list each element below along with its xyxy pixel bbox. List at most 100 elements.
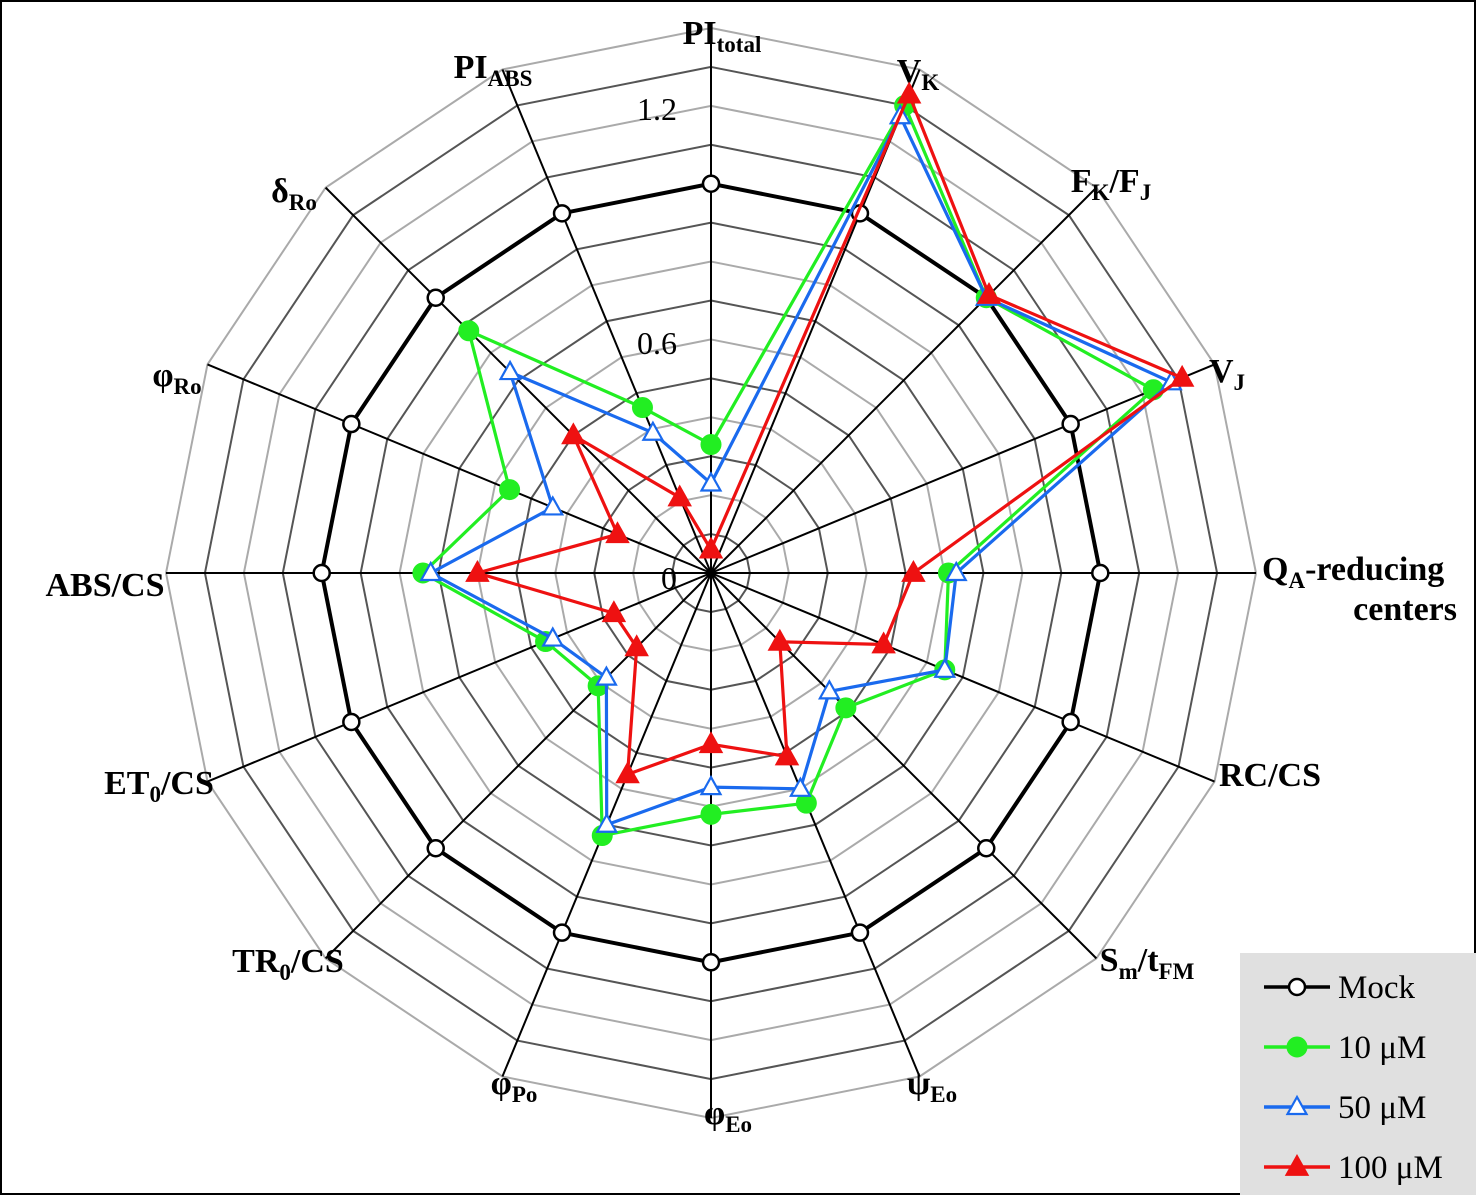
axis-spoke [710, 363, 1215, 574]
data-point [701, 953, 721, 972]
data-point [789, 776, 812, 797]
axis-label-subscript: Ro [289, 190, 317, 215]
data-point [541, 626, 565, 647]
data-point [552, 204, 572, 223]
axis-label: PIABS [454, 49, 533, 91]
series-Mock [312, 174, 1110, 972]
axis-label-subscript: 0 [149, 782, 161, 807]
axis-label-subscript: FM [1159, 959, 1195, 984]
data-point [1169, 364, 1195, 387]
axis-label-text: Q [1262, 551, 1288, 588]
data-point [1061, 414, 1080, 434]
axis-label-text: S [1100, 942, 1119, 979]
data-point [871, 631, 896, 654]
data-point [1286, 1036, 1308, 1058]
data-point [699, 774, 723, 796]
data-point [901, 559, 926, 582]
axis-spoke [207, 572, 712, 783]
axis-label-text: ET [104, 765, 150, 802]
data-point [1091, 563, 1110, 583]
axis-spoke [710, 572, 921, 1077]
axis-label-text: /F [1108, 163, 1139, 200]
data-point [817, 679, 841, 700]
data-point [641, 420, 665, 441]
axis-label: ABS/CS [45, 567, 164, 604]
axis-label: VK [897, 53, 940, 95]
data-point [774, 743, 800, 766]
legend-box [1240, 953, 1476, 1195]
data-point [976, 281, 1002, 304]
data-point [701, 174, 721, 193]
axis-label: FK/FJ [1071, 163, 1151, 205]
axis-label: φEo [704, 1095, 752, 1137]
axis-label: VJ [1209, 353, 1245, 395]
axis-label-text: TR [232, 943, 280, 980]
axis-label: Sm/tFM [1100, 942, 1195, 984]
axis-label-subscript: Po [512, 1082, 538, 1107]
series-50-uM [419, 103, 1183, 833]
axis-label: δRo [271, 173, 317, 215]
data-point [465, 559, 490, 582]
data-point [426, 839, 445, 858]
tick-label: 0.6 [637, 325, 677, 361]
axis-spoke [710, 572, 1215, 783]
legend-label: 10 μM [1338, 1030, 1426, 1066]
axis-label-text: /t [1137, 942, 1159, 979]
axis-label-text: φ [152, 357, 173, 394]
data-point [561, 422, 586, 445]
data-point [977, 839, 996, 858]
axis-label-subscript: 0 [279, 960, 291, 985]
axis-label-text: -reducing [1305, 551, 1444, 588]
axis-spoke [324, 186, 712, 574]
axis-spoke [710, 186, 1098, 574]
series-10-uM [412, 94, 1164, 847]
legend-label: 50 μM [1338, 1090, 1426, 1126]
tick-label: 0 [661, 560, 677, 596]
data-point [933, 657, 957, 678]
axis-label-text: PI [683, 15, 717, 52]
axis-label-subscript: Eo [930, 1082, 957, 1107]
legend-label: Mock [1338, 970, 1415, 1006]
axis-label-text: ψ [907, 1065, 931, 1102]
data-point [1061, 712, 1080, 732]
data-point [342, 414, 361, 434]
axis-label-subscript: A [1288, 568, 1305, 593]
axis-label-subscript: total [717, 32, 762, 57]
data-point [624, 634, 649, 657]
data-point [896, 81, 922, 104]
axis-label-subscript: J [1140, 180, 1152, 205]
data-point [1284, 1153, 1310, 1176]
axis-label-text: φ [704, 1095, 725, 1132]
axis-label-text: F [1071, 163, 1092, 200]
axis-label: QA-reducing [1262, 551, 1444, 593]
data-point [850, 923, 870, 942]
axis-label-subscript: K [921, 70, 939, 95]
axis-spoke [324, 572, 712, 960]
axis-label-text: PI [454, 49, 488, 86]
data-point [458, 320, 480, 342]
data-point [615, 761, 640, 784]
data-point [342, 712, 361, 732]
data-point [631, 397, 653, 419]
axis-label: RC/CS [1219, 757, 1321, 794]
series-line [420, 101, 1157, 838]
data-point [426, 288, 445, 307]
axis-label-text: δ [271, 173, 289, 210]
data-point [1287, 977, 1307, 997]
data-point [541, 495, 565, 516]
axis-label: ET0/CS [104, 765, 214, 807]
data-point [499, 479, 521, 501]
axis-spoke [710, 572, 1098, 960]
axis-label-subscript: m [1119, 959, 1138, 984]
data-point [595, 665, 618, 686]
axis-label-subscript: J [1234, 370, 1246, 395]
axis-label: φRo [152, 357, 201, 399]
data-point [700, 803, 722, 825]
data-point [835, 697, 857, 719]
data-point [1285, 1094, 1309, 1116]
axis-label: φPo [491, 1065, 538, 1107]
axis-label-text: φ [491, 1065, 512, 1102]
data-point [700, 434, 722, 456]
